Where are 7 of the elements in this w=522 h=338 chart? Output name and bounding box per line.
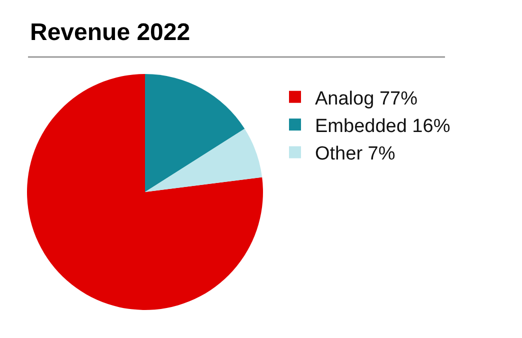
pie-slice	[145, 74, 245, 192]
legend-label: Analog 77%	[315, 88, 418, 110]
legend-label: Other 7%	[315, 144, 396, 165]
chart-title: Revenue 2022	[30, 19, 190, 46]
legend-label: Embedded 16%	[315, 116, 450, 137]
pie-slice	[27, 74, 263, 310]
pie-slice	[145, 128, 262, 192]
